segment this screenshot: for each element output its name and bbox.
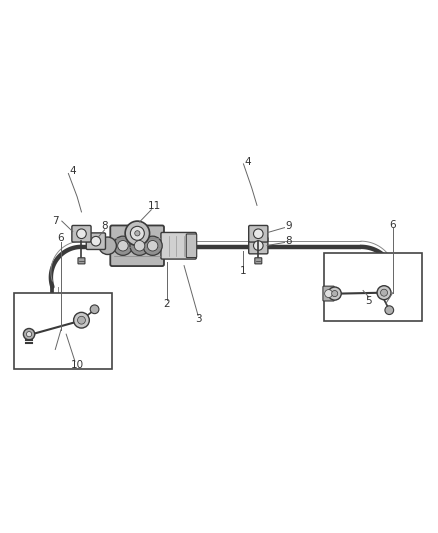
Text: 4: 4: [244, 157, 251, 167]
Circle shape: [26, 332, 32, 337]
Circle shape: [23, 328, 35, 340]
Ellipse shape: [385, 308, 394, 314]
FancyBboxPatch shape: [72, 225, 91, 242]
Text: 3: 3: [195, 314, 201, 324]
Text: 1: 1: [240, 266, 246, 276]
Circle shape: [130, 236, 149, 255]
Circle shape: [113, 236, 133, 255]
Circle shape: [135, 231, 140, 236]
FancyBboxPatch shape: [323, 286, 334, 301]
Bar: [324, 253, 422, 321]
Text: 6: 6: [389, 220, 396, 230]
Circle shape: [325, 289, 332, 297]
Text: 8: 8: [101, 221, 108, 231]
Ellipse shape: [50, 299, 60, 305]
Circle shape: [125, 221, 150, 246]
Circle shape: [91, 236, 101, 246]
FancyBboxPatch shape: [161, 232, 196, 259]
FancyBboxPatch shape: [110, 225, 164, 266]
Circle shape: [385, 306, 394, 314]
Circle shape: [134, 240, 145, 251]
FancyBboxPatch shape: [78, 258, 85, 264]
Circle shape: [254, 241, 263, 251]
Circle shape: [143, 236, 162, 255]
Text: 8: 8: [286, 236, 292, 246]
FancyBboxPatch shape: [249, 237, 268, 254]
Circle shape: [78, 316, 85, 324]
Circle shape: [148, 240, 158, 251]
Circle shape: [377, 286, 391, 300]
FancyBboxPatch shape: [186, 234, 197, 257]
Text: 2: 2: [163, 298, 170, 309]
Text: 4: 4: [69, 166, 76, 176]
Circle shape: [77, 229, 86, 239]
Text: 5: 5: [365, 296, 372, 305]
Circle shape: [74, 312, 89, 328]
Circle shape: [118, 240, 128, 251]
Text: 11: 11: [148, 201, 161, 211]
Bar: [14, 293, 112, 369]
Text: 6: 6: [58, 233, 64, 243]
Circle shape: [328, 287, 341, 300]
FancyBboxPatch shape: [249, 225, 268, 242]
Circle shape: [131, 227, 145, 240]
Circle shape: [381, 289, 388, 296]
Circle shape: [90, 305, 99, 313]
Circle shape: [332, 290, 338, 297]
Circle shape: [99, 237, 117, 254]
Text: 7: 7: [52, 216, 59, 225]
FancyBboxPatch shape: [86, 233, 106, 249]
Text: 9: 9: [286, 221, 292, 231]
Circle shape: [254, 229, 263, 239]
FancyBboxPatch shape: [255, 258, 262, 264]
Text: 10: 10: [71, 360, 84, 370]
